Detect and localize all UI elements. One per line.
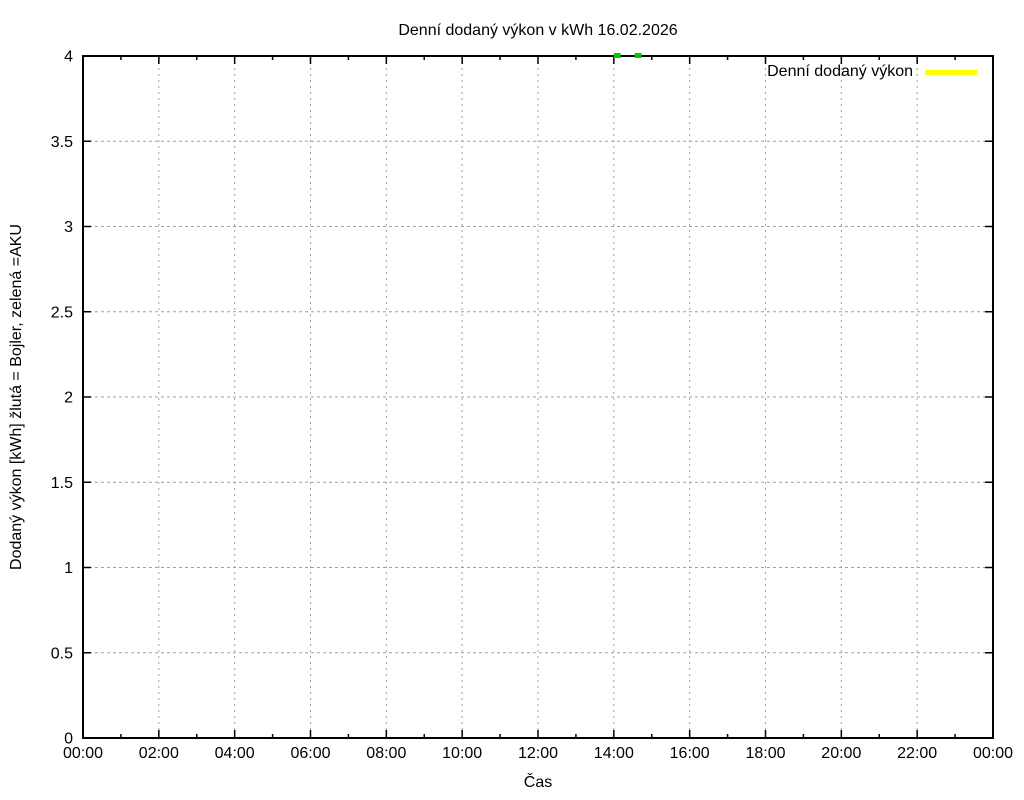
y-tick-label: 3.5 <box>51 134 73 151</box>
legend: Denní dodaný výkon <box>767 63 977 81</box>
data-mark <box>634 53 642 58</box>
x-tick-label: 10:00 <box>442 745 482 762</box>
y-tick-label: 4 <box>64 49 73 66</box>
y-tick-label: 2.5 <box>51 304 73 321</box>
data-mark <box>613 53 621 58</box>
y-axis-label: Dodaný výkon [kWh] žlutá = Bojler, zelen… <box>8 224 25 570</box>
chart-title: Denní dodaný výkon v kWh 16.02.2026 <box>398 22 678 39</box>
legend-swatch-yellow-line <box>925 69 977 75</box>
series-AKU <box>613 53 642 58</box>
x-tick-label: 14:00 <box>594 745 634 762</box>
y-tick-label: 2 <box>64 390 73 407</box>
y-tick-label: 0.5 <box>51 645 73 662</box>
y-tick-label: 3 <box>64 219 73 236</box>
y-tick-label: 1 <box>64 560 73 577</box>
axis-ticks <box>82 55 994 739</box>
gridlines <box>83 56 993 738</box>
y-tick-label: 1.5 <box>51 475 73 492</box>
x-tick-label: 00:00 <box>63 745 103 762</box>
x-axis-label: Čas <box>523 774 553 791</box>
x-tick-label: 18:00 <box>745 745 785 762</box>
x-tick-label: 00:00 <box>973 745 1013 762</box>
y-tick-label: 0 <box>64 731 73 748</box>
legend-label: Denní dodaný výkon <box>767 63 913 80</box>
x-tick-label: 02:00 <box>139 745 179 762</box>
x-tick-label: 22:00 <box>897 745 937 762</box>
x-tick-label: 12:00 <box>518 745 558 762</box>
tick-labels: 00:00 02:00 04:00 06:00 08:00 10:00 12:00 14:00… <box>51 49 1013 763</box>
x-tick-label: 16:00 <box>670 745 710 762</box>
x-tick-label: 20:00 <box>821 745 861 762</box>
x-tick-label: 08:00 <box>366 745 406 762</box>
x-tick-label: 06:00 <box>290 745 330 762</box>
x-tick-label: 04:00 <box>215 745 255 762</box>
